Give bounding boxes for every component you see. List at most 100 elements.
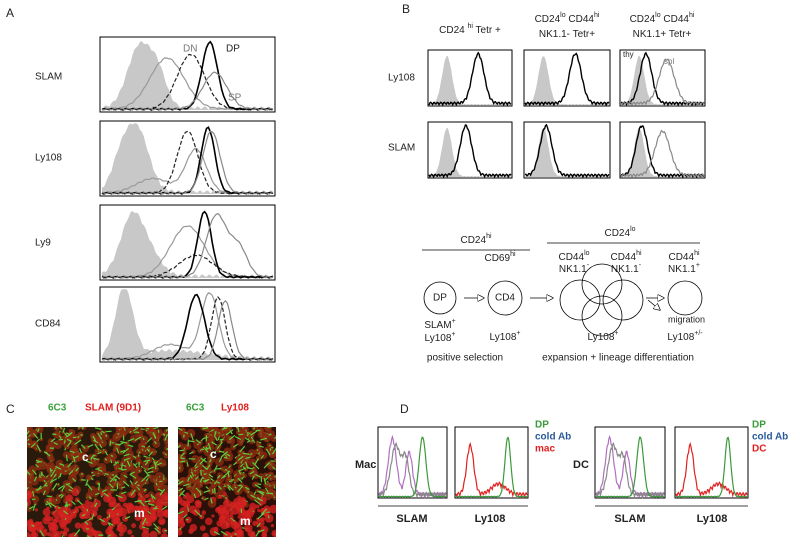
green-fiber — [84, 521, 89, 526]
red-cell — [186, 428, 196, 438]
red-cell — [263, 427, 272, 432]
green-fiber — [34, 487, 42, 492]
green-fiber — [178, 487, 184, 492]
green-fiber — [64, 517, 67, 521]
green-fiber — [215, 467, 222, 470]
red-cell — [163, 451, 168, 459]
row-label: Ly108 — [35, 153, 62, 164]
green-fiber — [141, 474, 149, 482]
superscript: - — [639, 262, 642, 269]
green-fiber — [86, 483, 93, 491]
green-fiber — [120, 440, 128, 444]
green-fiber — [65, 431, 73, 439]
green-fiber — [218, 450, 225, 453]
green-fiber — [199, 457, 207, 465]
red-cell — [53, 530, 62, 537]
red-cell — [214, 526, 219, 532]
green-fiber — [272, 447, 276, 455]
text-part: Tetr + — [473, 25, 501, 36]
green-fiber — [237, 455, 244, 462]
green-fiber — [254, 457, 260, 466]
green-fiber — [55, 465, 62, 470]
red-cell — [273, 457, 276, 462]
row-label: SLAM — [35, 72, 62, 83]
red-cell — [150, 510, 157, 516]
red-cell — [71, 488, 80, 497]
green-fiber — [190, 471, 195, 478]
green-fiber — [260, 508, 268, 515]
red-cell — [134, 514, 142, 522]
superscript: hi — [694, 250, 700, 257]
histogram-line — [428, 124, 512, 179]
green-fiber — [74, 439, 82, 445]
green-fiber — [242, 427, 244, 429]
red-cell — [269, 504, 276, 514]
node-circle — [602, 279, 644, 321]
green-fiber — [273, 436, 276, 439]
green-fiber — [142, 518, 147, 526]
green-fiber — [267, 427, 273, 429]
red-cell — [218, 511, 223, 517]
green-fiber — [46, 500, 52, 508]
axis-label: SLAM — [614, 513, 645, 525]
green-fiber — [265, 448, 271, 456]
red-cell — [118, 532, 124, 537]
red-cell — [113, 442, 118, 447]
green-fiber — [152, 432, 157, 440]
panel-label: A — [6, 6, 14, 20]
green-fiber — [190, 433, 194, 441]
green-fiber — [85, 479, 89, 487]
text-part: CD24 — [604, 228, 630, 239]
green-fiber — [104, 450, 109, 456]
red-cell — [178, 514, 184, 522]
green-fiber — [120, 491, 127, 495]
green-fiber — [218, 456, 223, 463]
green-fiber — [67, 462, 72, 468]
marker-label: Ly108+ — [425, 331, 456, 343]
red-cell — [195, 502, 202, 509]
histogram-line — [620, 58, 705, 107]
green-fiber — [258, 445, 264, 448]
green-fiber — [165, 428, 168, 432]
green-fiber — [234, 533, 237, 536]
green-fiber — [101, 430, 105, 434]
green-fiber — [230, 535, 233, 537]
curve-label: DP — [226, 44, 240, 55]
green-fiber — [104, 458, 108, 461]
green-fiber — [43, 451, 51, 457]
green-fiber — [213, 488, 216, 494]
green-fiber — [31, 490, 35, 497]
histogram-fill — [525, 128, 609, 177]
column-header: NK1.1+ Tetr+ — [633, 29, 692, 40]
green-fiber — [238, 467, 246, 472]
red-cell — [259, 517, 263, 522]
superscript: + — [451, 331, 455, 338]
red-cell — [225, 473, 233, 481]
legend-entry: mac — [535, 444, 555, 455]
green-fiber — [208, 473, 214, 478]
superscript: + — [452, 318, 456, 325]
red-cell — [125, 502, 134, 511]
green-fiber — [72, 477, 77, 482]
red-cell — [270, 524, 275, 528]
text-part: CD69 — [484, 253, 510, 264]
axis-label: SLAM — [396, 513, 427, 525]
text-part: CD24 — [439, 25, 467, 36]
red-cell — [239, 530, 244, 535]
green-fiber — [257, 490, 265, 496]
green-fiber — [164, 453, 168, 456]
red-cell — [218, 515, 226, 523]
green-fiber — [266, 492, 274, 495]
green-fiber — [166, 447, 168, 451]
red-cell — [244, 519, 250, 526]
green-fiber — [202, 478, 210, 482]
green-fiber — [97, 432, 103, 440]
diagram-label: CD44hi — [610, 250, 641, 262]
red-cell — [204, 517, 213, 526]
text-part: CD24 — [630, 14, 656, 25]
green-fiber — [254, 484, 261, 489]
stain-label: SLAM (9D1) — [85, 403, 141, 414]
green-fiber — [94, 502, 98, 508]
green-fiber — [118, 467, 124, 471]
green-fiber — [211, 441, 217, 446]
